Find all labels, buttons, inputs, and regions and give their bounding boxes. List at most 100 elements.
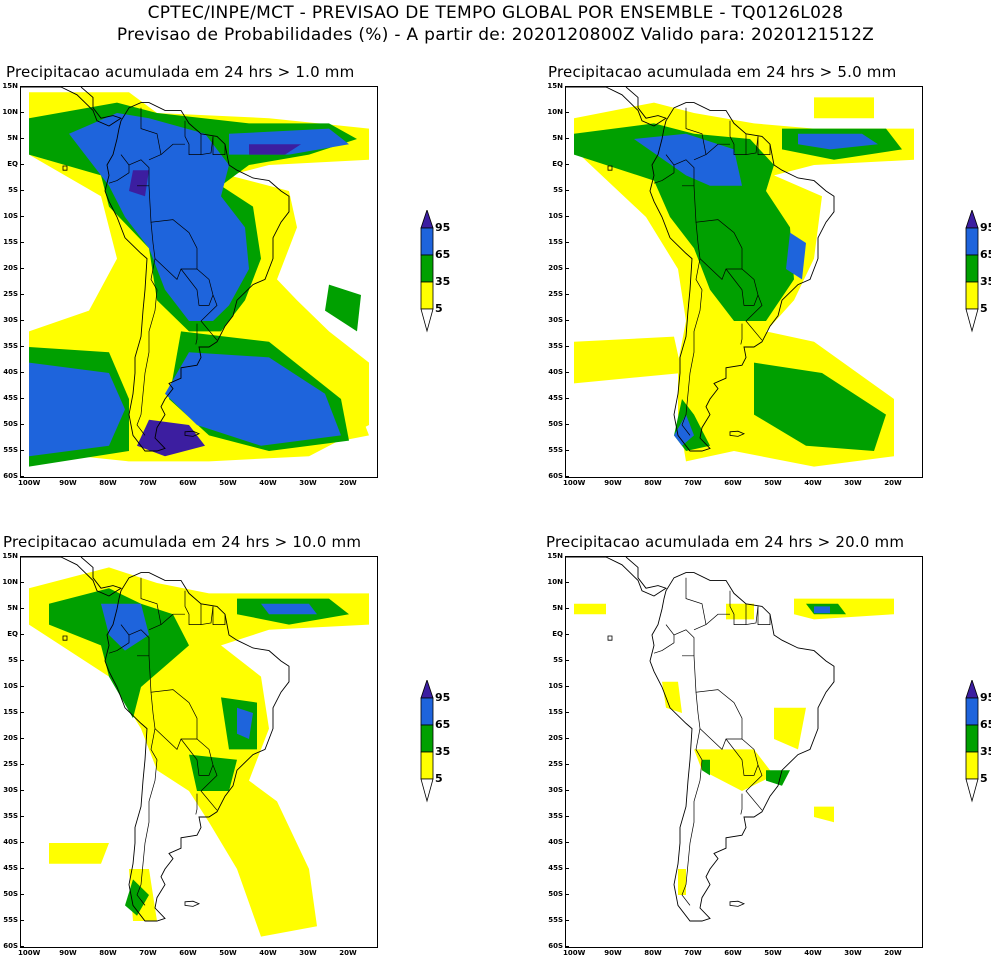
colorbar-segment — [420, 254, 434, 283]
lat-tick-label: 5N — [552, 604, 563, 612]
tick-mark — [565, 268, 569, 269]
country-border — [685, 577, 707, 631]
tick-mark — [20, 686, 24, 687]
probability-area — [726, 603, 754, 620]
probability-area — [261, 603, 317, 615]
lat-tick-label: 40S — [3, 368, 18, 376]
lat-tick-label: 10S — [3, 212, 18, 220]
lon-tick-label: 40W — [804, 949, 822, 957]
lat-tick-label: 40S — [548, 838, 563, 846]
lat-tick-label: 30S — [3, 786, 18, 794]
lat-tick-label: 5N — [7, 134, 18, 142]
probability-area — [237, 707, 253, 739]
lat-tick-label: 5S — [553, 656, 563, 664]
lat-tick-label: 45S — [548, 864, 563, 872]
tick-mark — [20, 946, 24, 947]
tick-mark — [565, 946, 569, 947]
country-border — [705, 143, 730, 155]
lat-tick-label: 5N — [552, 134, 563, 142]
lat-tick-label: 55S — [3, 916, 18, 924]
tick-mark — [20, 320, 24, 321]
country-border — [665, 154, 695, 186]
country-border — [740, 323, 743, 345]
tick-mark — [565, 842, 569, 843]
lat-tick-label: 10S — [548, 682, 563, 690]
tick-mark — [20, 190, 24, 191]
colorbar-segment — [420, 308, 434, 333]
colorbar-segment — [420, 724, 434, 753]
coastline — [566, 87, 668, 127]
island — [607, 165, 613, 171]
lon-tick-label: 50W — [219, 479, 237, 487]
lon-tick-label: 60W — [179, 949, 197, 957]
tick-mark — [565, 112, 569, 113]
tick-mark — [20, 372, 24, 373]
map-svg — [21, 87, 369, 467]
colorbar-label: 65 — [980, 718, 991, 731]
lat-tick-label: 60S — [3, 942, 18, 950]
country-border — [195, 793, 198, 815]
map-svg — [566, 87, 914, 467]
probability-map — [565, 556, 923, 948]
tick-mark — [20, 476, 24, 477]
lon-tick-label: 100W — [563, 949, 586, 957]
probability-area — [249, 144, 301, 155]
lat-tick-label: 15N — [547, 552, 563, 560]
coastline — [104, 102, 290, 452]
colorbar-label: 95 — [980, 691, 991, 704]
colorbar-label: 35 — [435, 745, 451, 758]
lat-tick-label: 20S — [548, 734, 563, 742]
colorbar-label: 65 — [980, 248, 991, 261]
probability-area — [798, 133, 878, 150]
country-border — [757, 606, 771, 625]
country-border — [160, 613, 185, 625]
tick-mark — [565, 660, 569, 661]
probability-area — [662, 681, 682, 713]
country-border — [136, 692, 158, 906]
colorbar-segment — [965, 308, 979, 333]
lat-tick-label: 45S — [548, 394, 563, 402]
tick-mark — [20, 164, 24, 165]
lon-tick-label: 60W — [179, 479, 197, 487]
tick-mark — [565, 372, 569, 373]
lon-tick-label: 40W — [259, 949, 277, 957]
lat-tick-label: 35S — [548, 812, 563, 820]
lat-tick-label: 15N — [2, 552, 18, 560]
tick-mark — [20, 346, 24, 347]
colorbar — [965, 208, 979, 358]
lat-tick-label: 50S — [3, 890, 18, 898]
probability-area — [69, 113, 249, 321]
tick-mark — [20, 556, 24, 557]
lat-tick-label: 40S — [548, 368, 563, 376]
lat-tick-label: 55S — [548, 916, 563, 924]
tick-mark — [20, 86, 24, 87]
lat-tick-label: 20S — [548, 264, 563, 272]
panel-title: Precipitacao acumulada em 24 hrs > 1.0 m… — [6, 63, 355, 81]
tick-mark — [565, 476, 569, 477]
tick-mark — [565, 320, 569, 321]
colorbar-segment — [420, 678, 434, 699]
lon-tick-label: 30W — [299, 949, 317, 957]
colorbar-segment — [965, 778, 979, 803]
tick-mark — [565, 164, 569, 165]
tick-mark — [20, 268, 24, 269]
lat-tick-label: 55S — [3, 446, 18, 454]
lat-tick-label: 25S — [3, 760, 18, 768]
country-border — [665, 624, 695, 656]
colorbar-segment — [420, 281, 434, 310]
lat-tick-label: 5N — [7, 604, 18, 612]
lon-tick-label: 20W — [884, 949, 902, 957]
probability-area — [674, 414, 694, 446]
colorbar-segment — [420, 697, 434, 726]
tick-mark — [565, 686, 569, 687]
lon-tick-label: 70W — [139, 479, 157, 487]
colorbar-segment — [420, 778, 434, 803]
tick-mark — [20, 216, 24, 217]
tick-mark — [20, 920, 24, 921]
country-border — [160, 143, 185, 155]
coastline — [21, 557, 123, 597]
lon-tick-label: 20W — [339, 949, 357, 957]
country-border — [137, 655, 218, 811]
lon-tick-label: 50W — [764, 479, 782, 487]
country-border — [184, 120, 201, 155]
